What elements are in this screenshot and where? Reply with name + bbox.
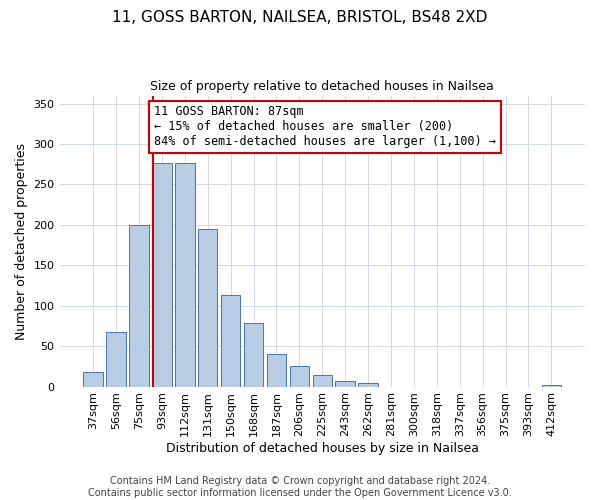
Title: Size of property relative to detached houses in Nailsea: Size of property relative to detached ho… (151, 80, 494, 93)
Bar (129, 225, 149, 386)
Bar (313, 376, 332, 386)
Bar (175, 162, 194, 386)
Text: 11 GOSS BARTON: 87sqm
← 15% of detached houses are smaller (200)
84% of semi-det: 11 GOSS BARTON: 87sqm ← 15% of detached … (154, 106, 496, 148)
Bar (335, 381, 355, 386)
Bar (106, 332, 126, 386)
Text: 11, GOSS BARTON, NAILSEA, BRISTOL, BS48 2XD: 11, GOSS BARTON, NAILSEA, BRISTOL, BS48 … (112, 10, 488, 25)
Text: Contains HM Land Registry data © Crown copyright and database right 2024.
Contai: Contains HM Land Registry data © Crown c… (88, 476, 512, 498)
Bar (152, 162, 172, 386)
Bar (83, 372, 103, 386)
Bar (542, 385, 561, 386)
Bar (358, 382, 378, 386)
Bar (267, 354, 286, 386)
X-axis label: Distribution of detached houses by size in Nailsea: Distribution of detached houses by size … (166, 442, 479, 455)
Bar (221, 295, 241, 386)
Bar (290, 366, 309, 386)
Bar (198, 229, 217, 386)
Y-axis label: Number of detached properties: Number of detached properties (15, 142, 28, 340)
Bar (244, 322, 263, 386)
